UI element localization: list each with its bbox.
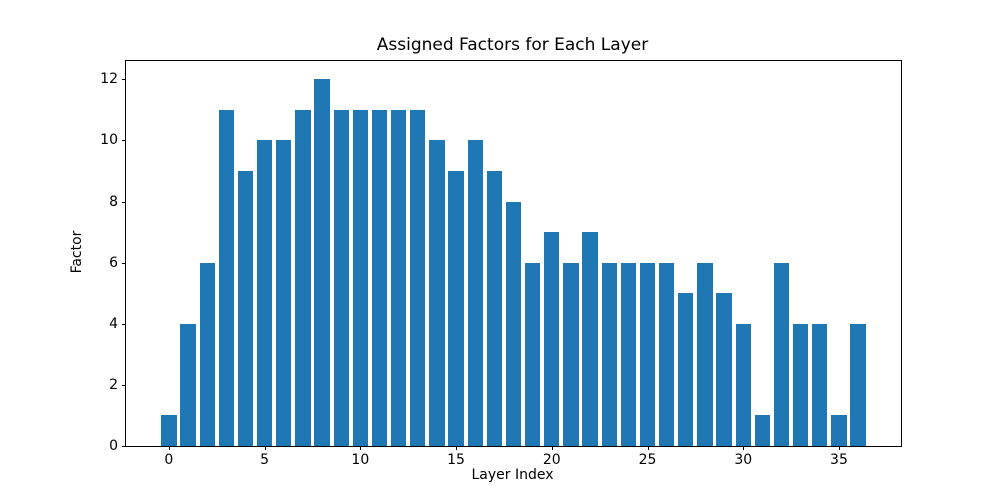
bar — [735, 323, 751, 446]
bar — [218, 109, 234, 446]
y-tick-label: 10 — [100, 132, 118, 149]
bar — [582, 232, 598, 446]
y-tick — [122, 323, 126, 325]
bar — [544, 232, 560, 446]
bar — [276, 140, 292, 446]
bar — [678, 293, 694, 446]
x-axis-label: Layer Index — [471, 467, 554, 483]
bar — [659, 262, 675, 446]
x-tick — [456, 446, 458, 450]
bar — [371, 109, 388, 446]
y-tick-label: 12 — [100, 71, 118, 88]
y-tick-label: 6 — [109, 254, 118, 271]
bar — [180, 323, 196, 446]
bar — [812, 323, 828, 446]
y-tick-label: 4 — [109, 315, 118, 332]
bar — [639, 262, 656, 446]
bar — [467, 140, 483, 446]
x-tick-label: 5 — [260, 452, 270, 468]
y-tick-label: 2 — [109, 376, 118, 393]
bar — [850, 323, 866, 446]
bar — [390, 109, 407, 446]
bar — [429, 140, 445, 446]
y-tick — [122, 140, 126, 142]
x-tick — [838, 446, 840, 450]
bar — [410, 109, 426, 446]
bar — [448, 171, 464, 446]
y-tick — [122, 446, 126, 447]
x-tick-label: 10 — [351, 452, 370, 468]
bar — [161, 415, 177, 446]
y-tick — [122, 79, 126, 81]
x-tick-label: 0 — [164, 452, 174, 468]
x-tick-label: 15 — [447, 452, 465, 468]
bar — [524, 262, 541, 446]
y-tick — [122, 262, 126, 264]
bar — [237, 171, 254, 446]
bar — [295, 109, 311, 446]
chart-title: Assigned Factors for Each Layer — [376, 35, 649, 55]
bar — [831, 415, 847, 446]
bar — [716, 293, 732, 446]
bar — [505, 201, 522, 446]
x-tick — [647, 446, 649, 450]
y-axis-label: Factor — [69, 230, 85, 274]
bar — [199, 262, 215, 446]
plot-area: 0 5 10 15 20 25 30 35 0 2 4 6 8 10 12 — [100, 60, 902, 467]
bar — [333, 109, 349, 446]
x-tick-label: 35 — [830, 452, 848, 468]
y-tick-label: 8 — [109, 193, 118, 210]
bar — [486, 171, 502, 446]
x-tick — [168, 446, 170, 450]
bar — [697, 262, 713, 446]
bar — [793, 323, 809, 446]
bar — [754, 415, 771, 446]
y-tick — [122, 384, 126, 386]
bar — [773, 262, 790, 446]
x-tick — [360, 446, 362, 450]
bar — [314, 79, 330, 446]
bar — [601, 262, 617, 446]
x-tick — [264, 446, 266, 450]
x-tick-label: 20 — [542, 452, 561, 468]
y-tick — [122, 201, 126, 203]
x-tick-label: 25 — [638, 452, 657, 468]
x-tick — [551, 446, 553, 450]
bar — [620, 262, 637, 446]
bar — [256, 140, 273, 446]
x-tick — [743, 446, 745, 450]
bar — [563, 262, 579, 446]
bar — [352, 109, 368, 446]
x-tick-label: 30 — [734, 452, 753, 468]
y-tick-label: 0 — [109, 438, 118, 454]
